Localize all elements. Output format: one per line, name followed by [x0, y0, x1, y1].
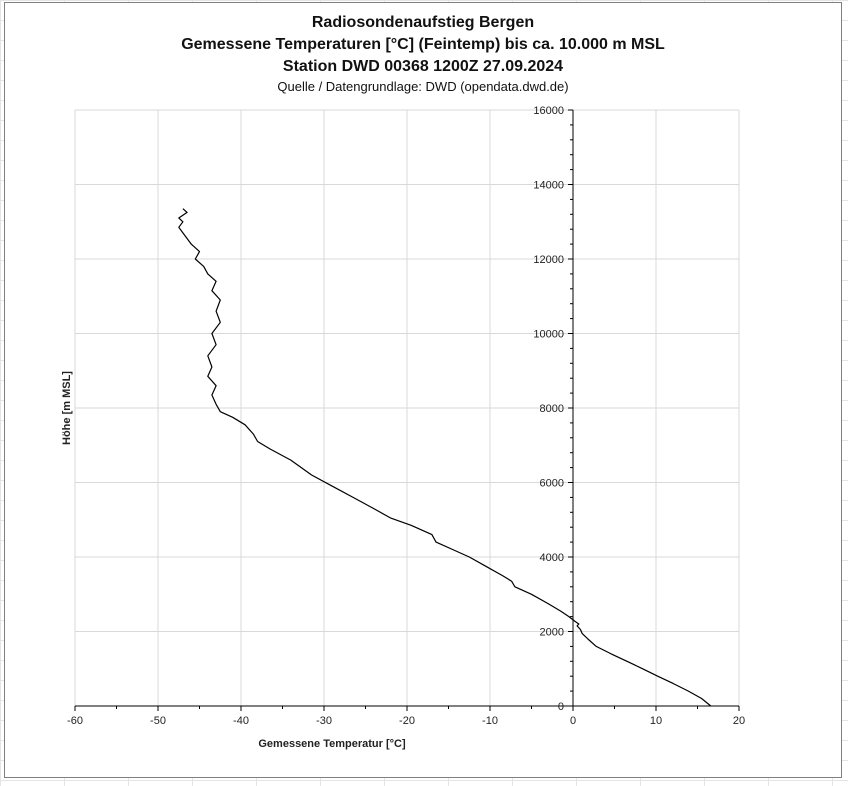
- chart-area[interactable]: [4, 2, 842, 778]
- x-axis-title: Gemessene Temperatur [°C]: [258, 738, 406, 750]
- chart-title-line-3: Station DWD 00368 1200Z 27.09.2024: [282, 58, 564, 75]
- temperature-profile-line: [178, 208, 712, 707]
- y-tick-label: 14000: [533, 180, 564, 192]
- y-tick-label: 0: [558, 701, 564, 713]
- x-tick-label: -50: [150, 715, 166, 727]
- y-tick-label: 12000: [533, 254, 564, 266]
- x-tick-label: -40: [233, 715, 249, 727]
- y-tick-label: 16000: [533, 105, 564, 117]
- y-axis-title: Höhe [m MSL]: [61, 371, 73, 445]
- x-tick-label: 20: [733, 715, 745, 727]
- y-tick-label: 8000: [540, 403, 564, 415]
- y-tick-label: 10000: [533, 329, 564, 341]
- x-tick-label: -60: [67, 715, 83, 727]
- chart-title-line-2: Gemessene Temperaturen [°C] (Feintemp) b…: [181, 36, 665, 53]
- x-tick-label: 10: [650, 715, 662, 727]
- x-tick-label: 0: [570, 715, 576, 727]
- y-tick-label: 2000: [540, 627, 564, 639]
- y-tick-label: 6000: [540, 478, 564, 490]
- chart-title-line-1: Radiosondenaufstieg Bergen: [311, 14, 535, 31]
- axes: -60 -50 -40 -30 -20 -10 0 10 20 0 2000 4000 6000 8000…: [67, 105, 745, 727]
- chart-title-block: Radiosondenaufstieg Bergen Gemessene Tem…: [4, 12, 842, 96]
- y-tick-label: 4000: [540, 552, 564, 564]
- x-tick-label: -10: [482, 715, 498, 727]
- gridlines: [74, 109, 740, 706]
- chart-subtitle: Quelle / Datengrundlage: DWD (opendata.d…: [277, 79, 569, 94]
- x-tick-label: -30: [316, 715, 332, 727]
- x-tick-label: -20: [399, 715, 415, 727]
- data-layer: [178, 208, 712, 707]
